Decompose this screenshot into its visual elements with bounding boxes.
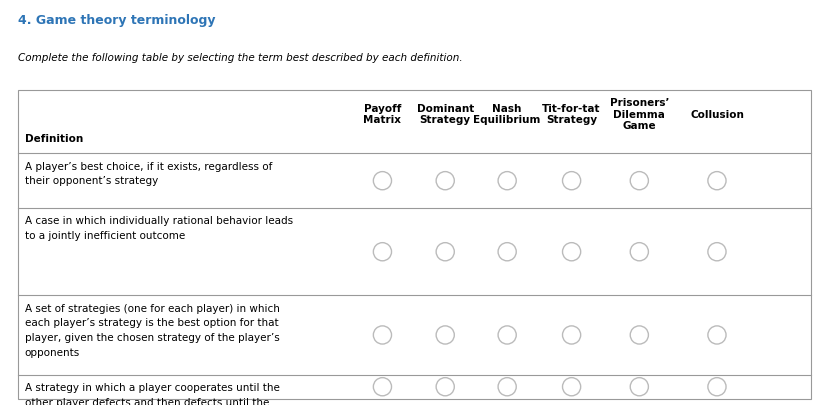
Text: 4. Game theory terminology: 4. Game theory terminology: [18, 14, 216, 27]
Text: A set of strategies (one for each player) in which
each player’s strategy is the: A set of strategies (one for each player…: [25, 303, 280, 357]
Text: A player’s best choice, if it exists, regardless of
their opponent’s strategy: A player’s best choice, if it exists, re…: [25, 161, 272, 186]
Text: Complete the following table by selecting the term best described by each defini: Complete the following table by selectin…: [18, 53, 463, 63]
Text: Tit-for-tat
Strategy: Tit-for-tat Strategy: [543, 104, 601, 125]
Text: Definition: Definition: [25, 134, 83, 144]
Bar: [18, 91, 811, 399]
Text: A case in which individually rational behavior leads
to a jointly inefficient ou: A case in which individually rational be…: [25, 216, 293, 241]
Text: Nash
Equilibrium: Nash Equilibrium: [473, 104, 541, 125]
Text: Dominant
Strategy: Dominant Strategy: [416, 104, 474, 125]
Text: Prisoners’
Dilemma
Game: Prisoners’ Dilemma Game: [610, 98, 669, 131]
Text: Payoff
Matrix: Payoff Matrix: [363, 104, 401, 125]
Text: A strategy in which a player cooperates until the
other player defects and then : A strategy in which a player cooperates …: [25, 382, 280, 405]
Text: Collusion: Collusion: [690, 109, 744, 119]
